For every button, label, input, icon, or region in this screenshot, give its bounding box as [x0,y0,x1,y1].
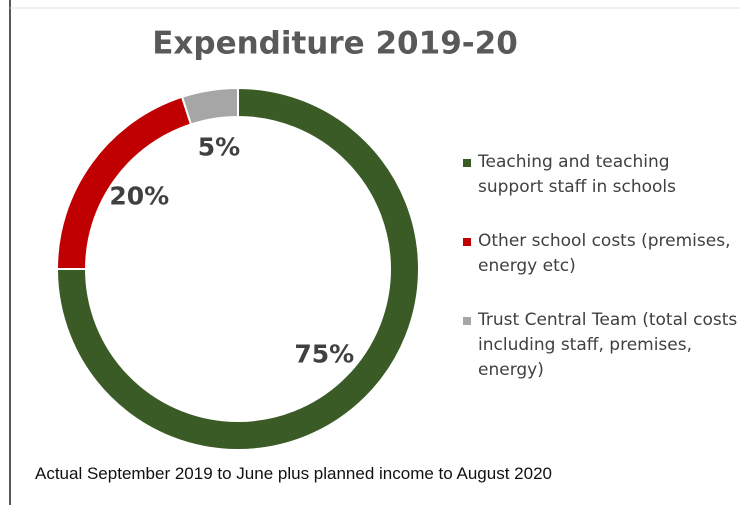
value-label: 5% [198,133,240,162]
donut-slice [180,86,239,126]
legend-label: Teaching and teaching support staff in s… [478,152,676,197]
donut-slice [55,86,420,451]
legend-entry: Trust Central Team (total costs includin… [463,308,740,383]
legend-entry: Other school costs (premises, energy etc… [463,229,740,279]
legend-swatch [463,238,471,246]
legend-entry: Teaching and teaching support staff in s… [463,150,740,200]
legend-label: Trust Central Team (total costs includin… [478,310,738,380]
value-label: 20% [109,181,169,210]
legend-label: Other school costs (premises, energy etc… [478,231,731,276]
caption: Actual September 2019 to June plus plann… [35,464,552,483]
value-label: 75% [294,339,354,368]
legend-swatch [463,159,471,167]
legend-swatch [463,317,471,325]
chart-title: Expenditure 2019-20 [152,26,518,62]
